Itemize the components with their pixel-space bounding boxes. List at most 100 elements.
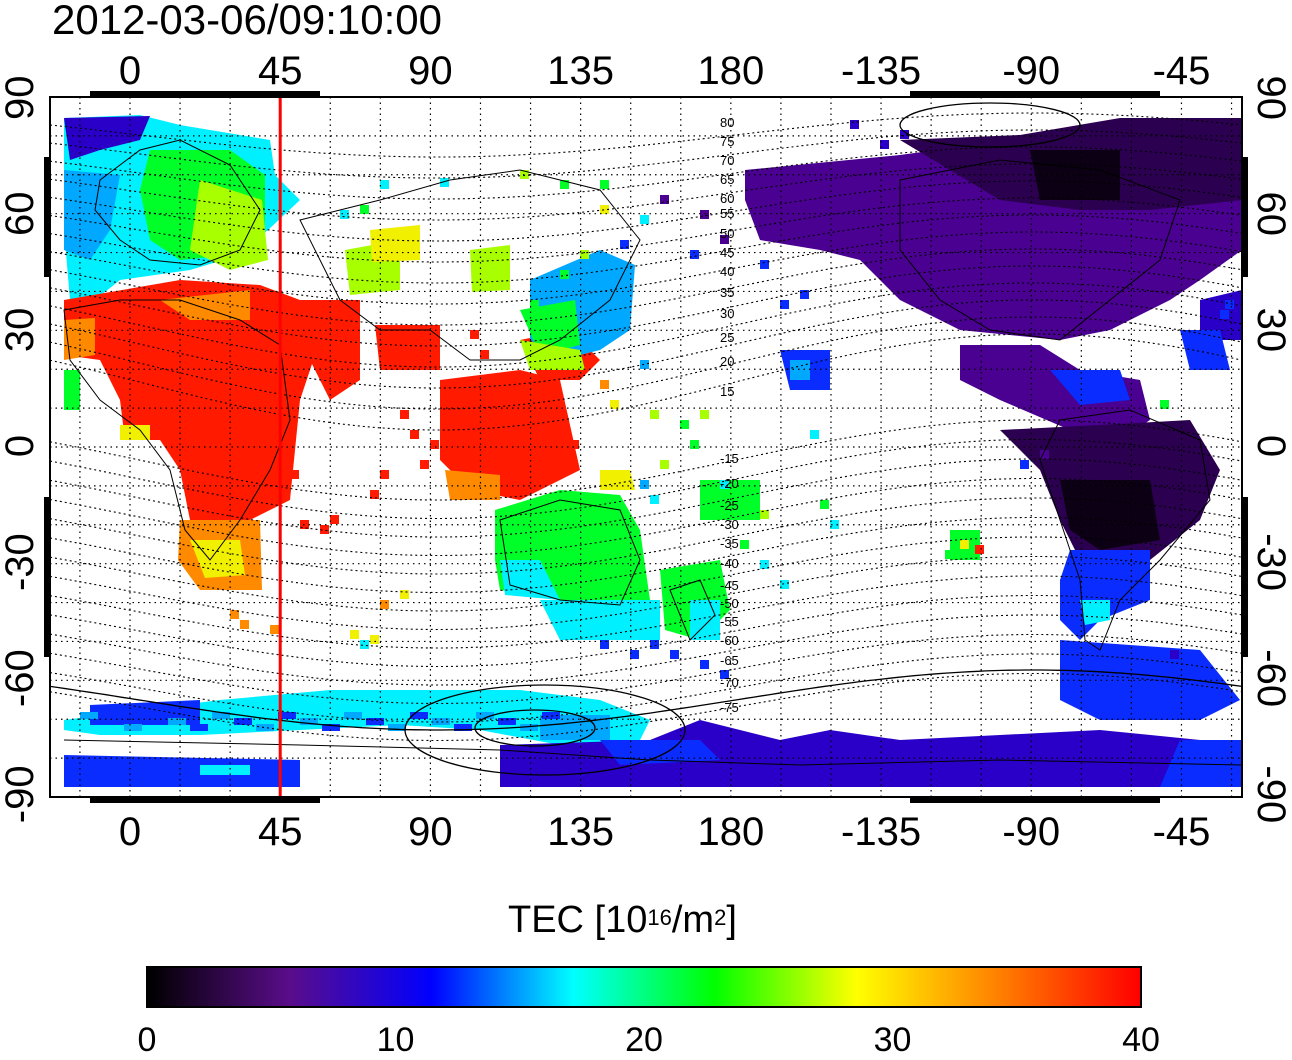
lat-tick-right: -30 xyxy=(1249,533,1292,591)
tec-region xyxy=(720,235,729,244)
magnetic-contour xyxy=(49,575,1243,649)
contour-label: 25 xyxy=(720,330,734,345)
tec-region xyxy=(190,540,245,578)
magnetic-contour xyxy=(49,633,1243,705)
tec-region xyxy=(780,580,789,589)
tec-region xyxy=(340,210,349,219)
tec-region xyxy=(212,712,230,719)
tec-region xyxy=(1225,300,1234,309)
magnetic-contour xyxy=(49,614,1243,686)
magnetic-contour xyxy=(49,516,1243,594)
coastline xyxy=(63,299,291,561)
tec-region xyxy=(200,765,250,775)
lat-tick-left: 0 xyxy=(0,435,42,457)
tec-region xyxy=(146,712,164,719)
tec-region xyxy=(64,755,300,787)
coastline xyxy=(499,499,641,606)
lon-tick-bottom: 180 xyxy=(697,810,764,854)
contour-label: 35 xyxy=(720,285,734,300)
coastline xyxy=(299,169,641,361)
tec-region xyxy=(880,140,889,149)
tec-region xyxy=(1160,740,1242,787)
tec-region xyxy=(800,290,809,299)
tec-region xyxy=(470,330,479,339)
tec-region xyxy=(480,400,489,409)
coastline xyxy=(94,139,261,266)
contour-label: 80 xyxy=(720,115,734,130)
colorbar-tick-label: 40 xyxy=(1122,1021,1160,1059)
colorbar-title-unit: /m xyxy=(671,899,715,941)
tec-region xyxy=(64,116,150,160)
contour-label: 70 xyxy=(720,153,734,168)
lat-tick-right: 0 xyxy=(1249,435,1292,457)
colorbar-title-text: TEC [10 xyxy=(508,899,648,941)
colorbar-title-unit-exponent: 2 xyxy=(714,905,727,930)
tec-region xyxy=(360,205,369,214)
lon-tick-top: 135 xyxy=(547,49,614,93)
tec-region xyxy=(640,215,649,224)
tec-region xyxy=(630,650,639,659)
magnetic-pole-contour xyxy=(899,102,1081,148)
tec-region xyxy=(344,712,362,719)
axis-tick-labels: 0045459090135135180180-135-135-90-90-45-… xyxy=(0,49,1292,854)
contour-label: -20 xyxy=(720,476,739,491)
contour-label: -70 xyxy=(720,675,739,690)
tec-region xyxy=(495,490,650,615)
tec-region xyxy=(600,180,609,189)
coastline xyxy=(1039,409,1211,651)
contour-label: 60 xyxy=(720,191,734,206)
contour-label: -50 xyxy=(720,596,739,611)
tec-region xyxy=(490,420,499,429)
tec-region xyxy=(230,610,239,619)
map-timestamp: 2012-03-06/09:10:00 xyxy=(52,0,442,43)
tec-region xyxy=(370,490,379,499)
tec-region xyxy=(660,460,669,469)
tec-region xyxy=(256,724,274,731)
tec-region xyxy=(380,180,389,189)
tec-region xyxy=(700,660,709,669)
tec-region xyxy=(760,510,769,519)
magnetic-contour xyxy=(49,555,1243,631)
tec-region xyxy=(850,120,859,129)
contour-label: 50 xyxy=(720,226,734,241)
magnetic-contour xyxy=(49,129,1243,179)
lon-tick-top: 0 xyxy=(119,49,141,93)
tec-region xyxy=(520,724,538,731)
lon-tick-top: 45 xyxy=(258,49,303,93)
tec-region xyxy=(1080,600,1110,625)
tec-region xyxy=(600,470,635,490)
tec-region xyxy=(1020,460,1029,469)
tec-region xyxy=(740,540,749,549)
magnetic-contour xyxy=(49,265,1243,347)
tec-region xyxy=(700,210,709,219)
tec-data-layer xyxy=(64,115,1242,787)
tec-region xyxy=(370,635,379,644)
contour-label: -60 xyxy=(720,633,739,648)
tec-region xyxy=(64,370,80,410)
tec-region xyxy=(1170,650,1179,659)
tec-region xyxy=(650,640,659,649)
tec-region xyxy=(530,300,539,309)
tec-region xyxy=(900,130,909,139)
tec-region xyxy=(700,410,709,419)
tec-region xyxy=(440,178,449,187)
lon-tick-bottom: 0 xyxy=(119,810,141,854)
tec-region xyxy=(760,260,769,269)
frame-bar xyxy=(1242,497,1248,657)
tec-region xyxy=(542,712,560,719)
tec-region xyxy=(660,195,669,204)
tec-region xyxy=(1210,350,1219,359)
contour-label: -25 xyxy=(720,498,739,513)
tec-region xyxy=(454,724,472,731)
tec-region xyxy=(64,280,320,525)
tec-region xyxy=(540,600,660,640)
magnetic-contour xyxy=(49,282,1243,368)
contour-label: 30 xyxy=(720,306,734,321)
tec-region xyxy=(1060,550,1150,640)
tec-region xyxy=(600,640,609,649)
tec-region xyxy=(370,225,420,262)
tec-region xyxy=(1220,310,1229,319)
lat-tick-right: 60 xyxy=(1249,192,1292,237)
tec-region xyxy=(600,205,609,214)
contour-label: 45 xyxy=(720,245,734,260)
